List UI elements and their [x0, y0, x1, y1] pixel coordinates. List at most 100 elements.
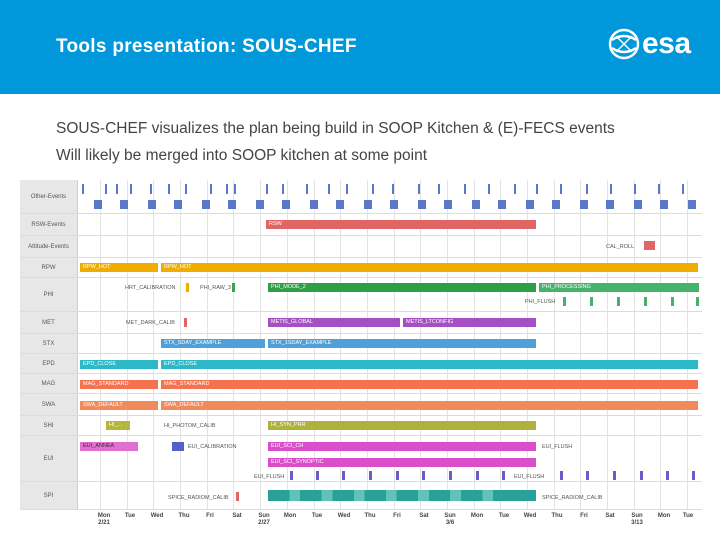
event-tick[interactable] [306, 184, 308, 194]
bar-rpw-hot-2[interactable]: RPW_HOT [161, 263, 698, 272]
event-box[interactable] [364, 200, 372, 209]
bar-spice-radiom-1[interactable] [236, 492, 239, 501]
bar-swa-default-1[interactable]: SWA_DEFAULT [80, 401, 158, 410]
bar-phi-mode[interactable]: PHI_MODE_2 [268, 283, 536, 292]
event-tick[interactable] [168, 184, 170, 194]
event-box[interactable] [606, 200, 614, 209]
bar-swa-default-2[interactable]: SWA_DEFAULT [161, 401, 698, 410]
bar-metis-ltconfig[interactable]: METIS_LTCONFIG [403, 318, 536, 327]
event-tick[interactable] [372, 184, 374, 194]
event-tick[interactable] [610, 184, 612, 194]
bar-hi-short[interactable]: HI_... [106, 421, 130, 430]
event-box[interactable] [472, 200, 480, 209]
bar-hi-syn[interactable]: HI_SYN_PRR [268, 421, 536, 430]
bar-phi-processing[interactable]: PHI_PROCESSING [539, 283, 699, 292]
event-box[interactable] [418, 200, 426, 209]
bar-rpw-hot-1[interactable]: RPW_HOT [80, 263, 158, 272]
bar-eui-calibration[interactable] [172, 442, 184, 451]
eui-flush-tick[interactable] [396, 471, 399, 480]
event-box[interactable] [282, 200, 290, 209]
event-box[interactable] [228, 200, 236, 209]
event-box[interactable] [310, 200, 318, 209]
eui-flush-tick[interactable] [502, 471, 505, 480]
event-box[interactable] [94, 200, 102, 209]
event-tick[interactable] [105, 184, 107, 194]
event-tick[interactable] [634, 184, 636, 194]
event-tick[interactable] [130, 184, 132, 194]
bar-phi-flush[interactable] [590, 297, 593, 306]
event-tick[interactable] [282, 184, 284, 194]
bar-rsw[interactable]: RSW [266, 220, 536, 229]
event-tick[interactable] [328, 184, 330, 194]
bar-eui-annea[interactable]: EUI_ANNEA [80, 442, 138, 451]
eui-flush-tick[interactable] [586, 471, 589, 480]
event-tick[interactable] [226, 184, 228, 194]
event-box[interactable] [336, 200, 344, 209]
bar-stx-sday[interactable]: STX_SDAY_EXAMPLE [161, 339, 265, 348]
bar-met-dark-calib[interactable] [184, 318, 187, 327]
event-box[interactable] [498, 200, 506, 209]
bar-cal-roll[interactable] [644, 241, 655, 250]
event-tick[interactable] [346, 184, 348, 194]
bar-hrt-calibration[interactable] [186, 283, 189, 292]
eui-flush-tick[interactable] [640, 471, 643, 480]
event-box[interactable] [148, 200, 156, 209]
bar-epd-close-1[interactable]: EPD_CLOSE [80, 360, 158, 369]
event-box[interactable] [390, 200, 398, 209]
event-box[interactable] [552, 200, 560, 209]
bar-phi-flush[interactable] [563, 297, 566, 306]
event-box[interactable] [526, 200, 534, 209]
event-tick[interactable] [536, 184, 538, 194]
event-box[interactable] [202, 200, 210, 209]
event-box[interactable] [634, 200, 642, 209]
event-box[interactable] [688, 200, 696, 209]
eui-flush-tick[interactable] [692, 471, 695, 480]
eui-flush-tick[interactable] [449, 471, 452, 480]
event-tick[interactable] [392, 184, 394, 194]
bar-phi-flush[interactable] [671, 297, 674, 306]
bar-phi-flush[interactable] [696, 297, 699, 306]
event-tick[interactable] [464, 184, 466, 194]
event-tick[interactable] [150, 184, 152, 194]
bar-phi-raw[interactable] [232, 283, 235, 292]
bar-phi-flush[interactable] [617, 297, 620, 306]
bar-phi-flush[interactable] [644, 297, 647, 306]
eui-flush-tick[interactable] [422, 471, 425, 480]
eui-flush-tick[interactable] [369, 471, 372, 480]
event-tick[interactable] [488, 184, 490, 194]
bar-mag-standard-1[interactable]: MAG_STANDARD [80, 380, 158, 389]
bar-mag-standard-2[interactable]: MAG_STANDARD [161, 380, 698, 389]
event-tick[interactable] [438, 184, 440, 194]
bar-spice-studies[interactable] [268, 490, 536, 501]
event-box[interactable] [174, 200, 182, 209]
event-tick[interactable] [586, 184, 588, 194]
bar-stx-1sday[interactable]: STX_1SDAY_EXAMPLE [268, 339, 536, 348]
eui-flush-tick[interactable] [476, 471, 479, 480]
event-tick[interactable] [116, 184, 118, 194]
timeline-chart[interactable]: Other-Events RSW-Events R [20, 180, 702, 528]
event-box[interactable] [256, 200, 264, 209]
event-box[interactable] [660, 200, 668, 209]
event-tick[interactable] [210, 184, 212, 194]
bar-epd-close-2[interactable]: EPD_CLOSE [161, 360, 698, 369]
event-box[interactable] [444, 200, 452, 209]
event-tick[interactable] [234, 184, 236, 194]
bar-eui-sci-ch[interactable]: EUI_SCI_CH [268, 442, 536, 451]
eui-flush-tick[interactable] [666, 471, 669, 480]
eui-flush-tick[interactable] [290, 471, 293, 480]
eui-flush-tick[interactable] [560, 471, 563, 480]
eui-flush-tick[interactable] [316, 471, 319, 480]
event-tick[interactable] [658, 184, 660, 194]
eui-flush-tick[interactable] [613, 471, 616, 480]
event-tick[interactable] [82, 184, 84, 194]
event-tick[interactable] [185, 184, 187, 194]
eui-flush-tick[interactable] [342, 471, 345, 480]
event-tick[interactable] [682, 184, 684, 194]
bar-metis-global[interactable]: METIS_GLOBAL [268, 318, 400, 327]
bar-eui-sci-synoptic[interactable]: EUI_SCI_SYNOPTIC [268, 458, 536, 467]
event-box[interactable] [120, 200, 128, 209]
event-tick[interactable] [266, 184, 268, 194]
event-tick[interactable] [560, 184, 562, 194]
event-tick[interactable] [418, 184, 420, 194]
event-tick[interactable] [514, 184, 516, 194]
